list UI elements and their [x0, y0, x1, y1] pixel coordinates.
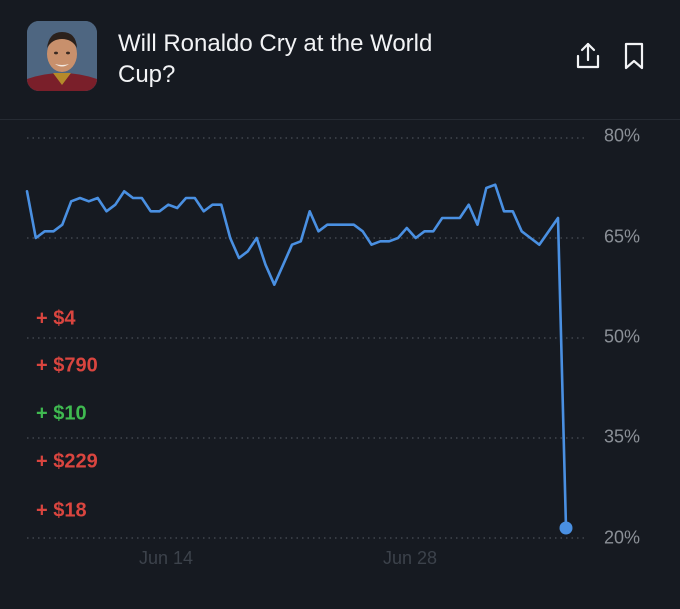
y-tick-label: 80% [603, 125, 640, 146]
bookmark-button[interactable] [618, 40, 650, 72]
trade-label: + $18 [36, 499, 87, 522]
x-tick-label: Jun 28 [382, 548, 438, 568]
series-line [25, 183, 568, 530]
y-tick-label: 20% [603, 527, 640, 548]
share-button[interactable] [572, 40, 604, 72]
trade-label: + $4 [36, 307, 76, 330]
x-tick-label: Jun 14 [138, 548, 194, 568]
header-divider [0, 119, 680, 120]
current-price-point [559, 521, 573, 535]
y-tick-label: 65% [603, 226, 640, 247]
bookmark-icon [624, 42, 644, 70]
market-title: Will Ronaldo Cry at the World Cup? [118, 30, 433, 88]
trade-label: + $229 [36, 450, 98, 473]
avatar-image [27, 21, 97, 91]
market-avatar [27, 21, 97, 91]
price-chart: 80% 65% 50% 35% 20% Jun 14 Jun 28 + $4 +… [0, 120, 680, 604]
price-chart-svg [25, 137, 585, 539]
y-tick-label: 50% [603, 326, 640, 347]
trade-label: + $790 [36, 354, 98, 377]
y-tick-label: 35% [603, 426, 640, 447]
market-header: Will Ronaldo Cry at the World Cup? [0, 0, 680, 120]
share-icon [576, 42, 600, 69]
trade-label: + $10 [36, 402, 87, 425]
